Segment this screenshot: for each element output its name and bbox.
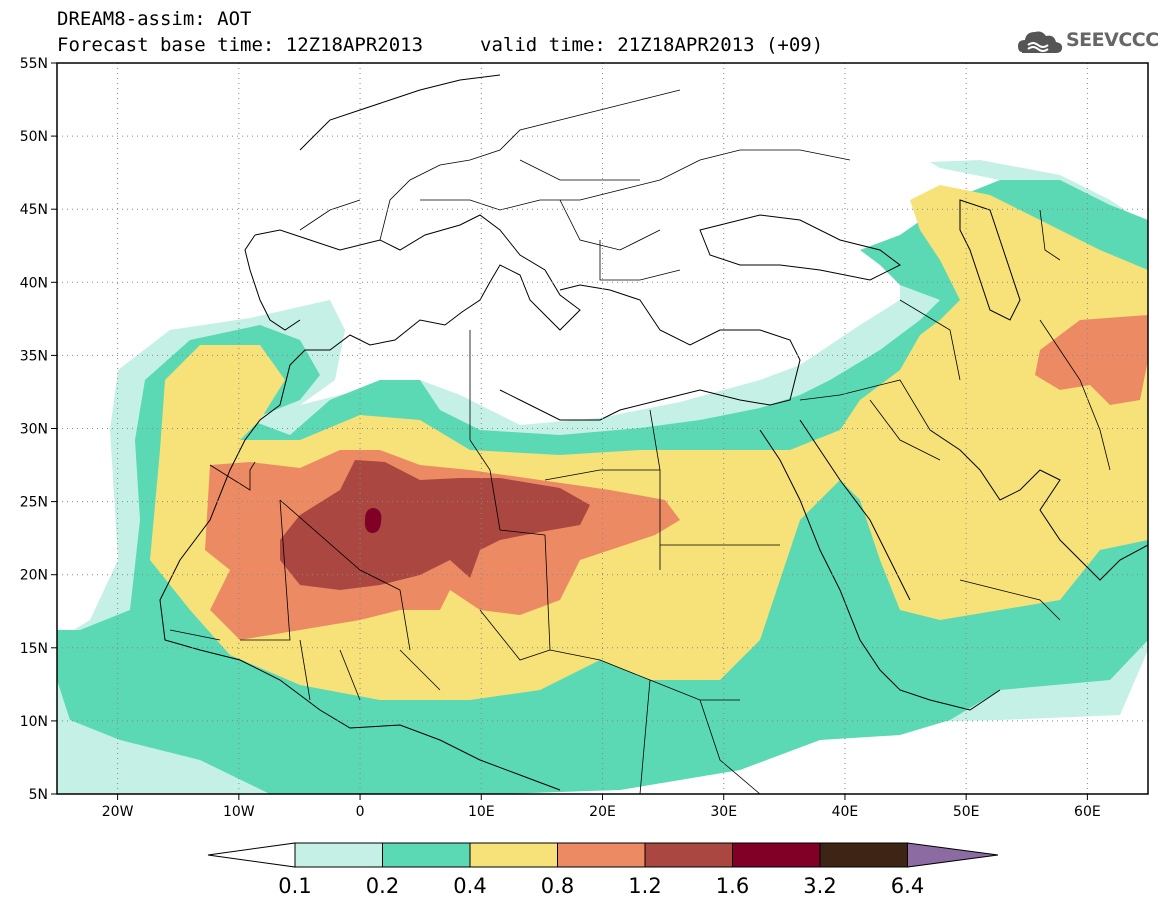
title-line-1: DREAM8-assim: AOT bbox=[57, 8, 252, 30]
longitude-axis: 20W 10W 0 10E 20E 30E 40E 50E 60E bbox=[102, 794, 1101, 820]
colorbar-swatch bbox=[382, 842, 471, 868]
coastlines bbox=[159, 74, 1148, 791]
seevccc-logo: SEEVCCC bbox=[1018, 26, 1159, 60]
colorbar-swatch bbox=[732, 842, 821, 868]
colorbar-swatch bbox=[819, 842, 908, 868]
lat-tick-label: 10N bbox=[20, 714, 48, 730]
valid-time: valid time: 21Z18APR2013 (+09) bbox=[480, 34, 824, 56]
colorbar-label: 1.6 bbox=[716, 874, 749, 898]
lon-tick-label: 20W bbox=[102, 804, 134, 820]
lat-tick-label: 55N bbox=[20, 56, 48, 72]
lat-tick-label: 35N bbox=[20, 348, 48, 364]
graticule bbox=[57, 63, 1148, 794]
aot-band-0.8-east bbox=[1035, 315, 1148, 405]
colorbar-label: 0.2 bbox=[366, 874, 399, 898]
colorbar-label: 3.2 bbox=[803, 874, 836, 898]
lat-tick-label: 25N bbox=[20, 495, 48, 511]
borders-europe bbox=[299, 89, 851, 281]
borders bbox=[169, 89, 1111, 794]
lon-tick-label: 20E bbox=[589, 804, 616, 820]
lat-tick-label: 50N bbox=[20, 129, 48, 145]
coastline-gulf bbox=[929, 429, 1148, 581]
lon-tick-label: 40E bbox=[832, 804, 859, 820]
lon-tick-label: 30E bbox=[710, 804, 737, 820]
colorbar-label: 0.4 bbox=[453, 874, 486, 898]
coastline-red-sea bbox=[759, 419, 1001, 711]
aot-band-1.2 bbox=[280, 460, 590, 590]
colorbar-label: 0.8 bbox=[541, 874, 574, 898]
borders-africa-sahel bbox=[169, 609, 761, 794]
colorbar-swatch bbox=[644, 842, 733, 868]
colorbar-swatch bbox=[557, 842, 646, 868]
coastline-balkans bbox=[499, 284, 801, 421]
aot-fields bbox=[57, 160, 1148, 794]
borders-africa-north bbox=[209, 330, 780, 651]
colorbar-over-arrow bbox=[907, 842, 999, 868]
title-line-2: Forecast base time: 12Z18APR2013 bbox=[57, 34, 424, 56]
colorbar-swatch bbox=[469, 842, 558, 868]
latitude-axis: 55N 50N 45N 40N 35N 30N 25N 20N 15N 10N 5N bbox=[20, 56, 57, 803]
lon-tick-label: 50E bbox=[953, 804, 980, 820]
colorbar-label: 1.2 bbox=[628, 874, 661, 898]
lat-tick-label: 45N bbox=[20, 202, 48, 218]
colorbar-label: 0.1 bbox=[278, 874, 311, 898]
lat-tick-label: 5N bbox=[29, 787, 48, 803]
logo-text: SEEVCCC bbox=[1066, 29, 1159, 51]
colorbar: 0.1 0.2 0.4 0.8 1.2 1.6 3.2 6.4 bbox=[207, 842, 999, 898]
cloud-icon bbox=[1018, 31, 1063, 53]
lat-tick-label: 15N bbox=[20, 641, 48, 657]
lon-tick-label: 10E bbox=[468, 804, 495, 820]
coastline-black-sea bbox=[699, 214, 901, 281]
lat-tick-label: 20N bbox=[20, 568, 48, 584]
lon-tick-label: 60E bbox=[1074, 804, 1101, 820]
aot-band-1.6 bbox=[364, 508, 382, 533]
lon-tick-label: 10W bbox=[223, 804, 255, 820]
colorbar-swatch bbox=[294, 842, 383, 868]
lat-tick-label: 30N bbox=[20, 422, 48, 438]
colorbar-label: 6.4 bbox=[891, 874, 924, 898]
colorbar-under-arrow bbox=[207, 842, 296, 868]
coastline-europe bbox=[159, 214, 581, 791]
lat-tick-label: 40N bbox=[20, 275, 48, 291]
lon-tick-label: 0 bbox=[356, 804, 365, 820]
borders-middle-east bbox=[799, 209, 1111, 621]
coastline-atlantic-europe bbox=[244, 74, 501, 331]
